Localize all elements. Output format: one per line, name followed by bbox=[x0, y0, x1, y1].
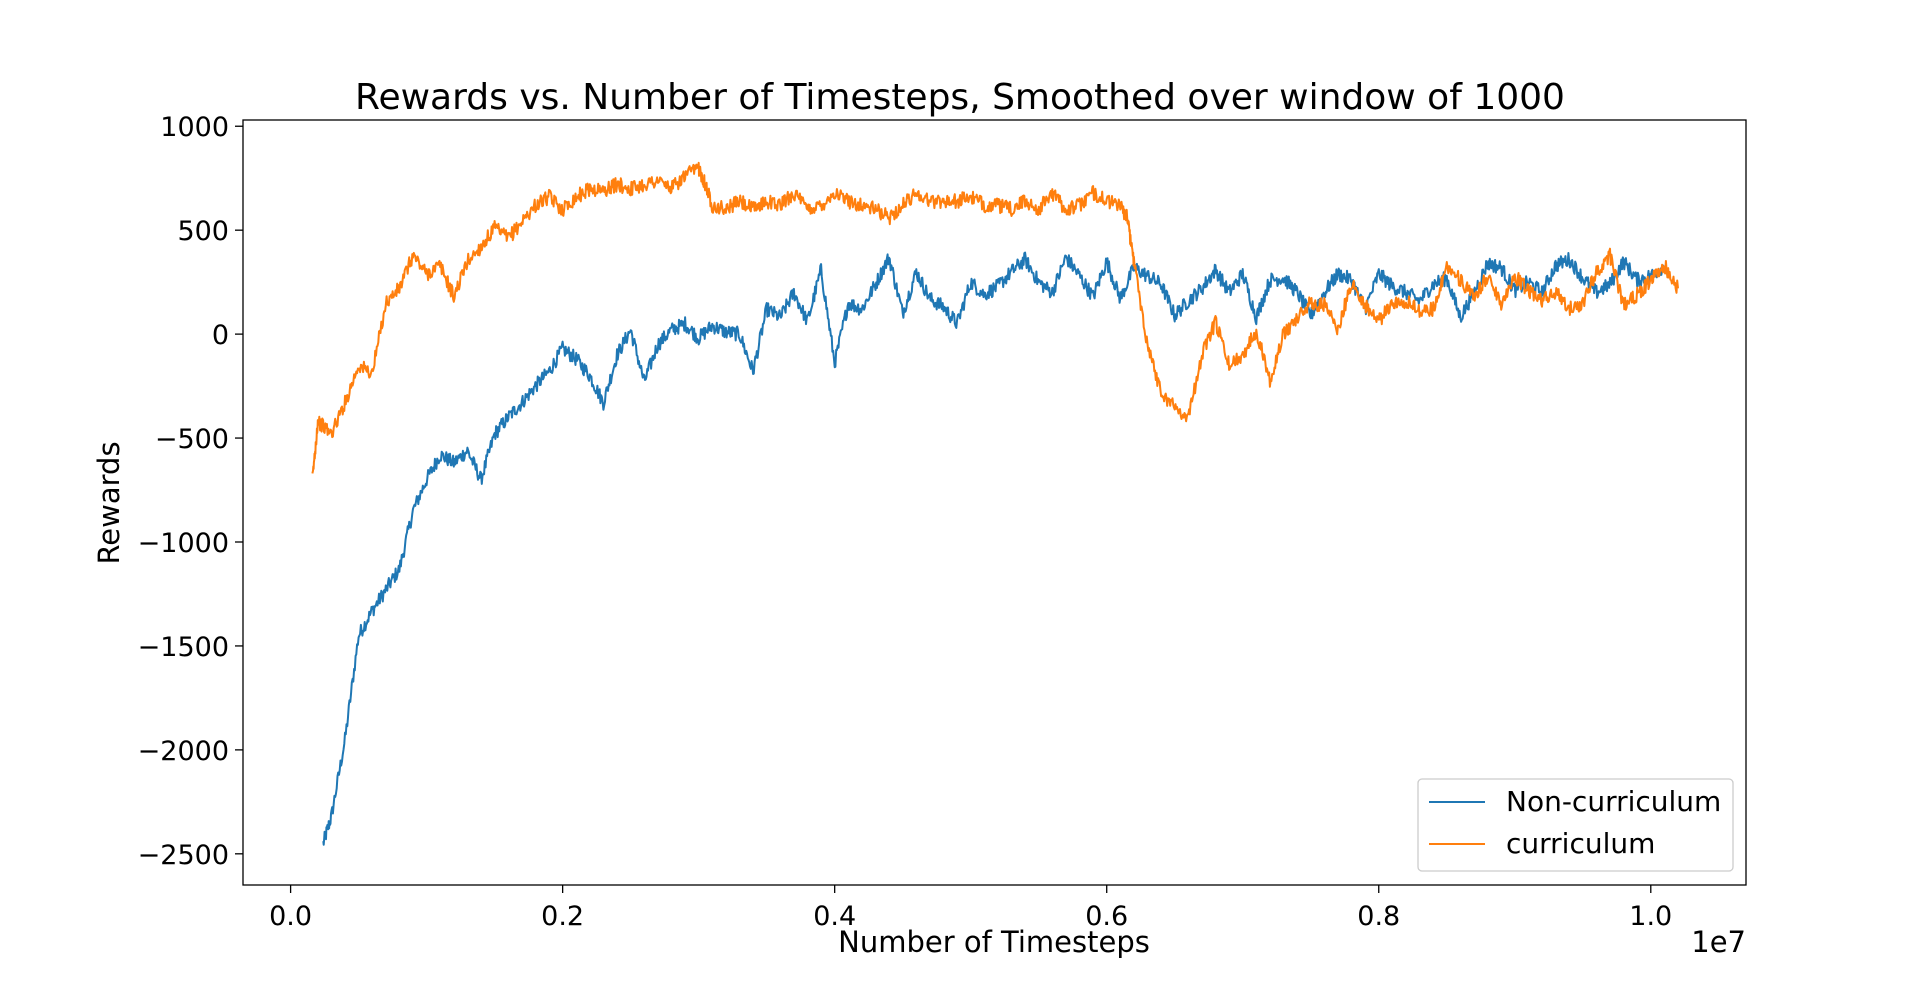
y-tick-label: −500 bbox=[155, 424, 229, 455]
y-tick-label: −2000 bbox=[138, 736, 229, 767]
x-tick-label: 0.4 bbox=[813, 901, 856, 932]
legend-label-non-curriculum: Non-curriculum bbox=[1506, 785, 1721, 818]
x-tick-label: 0.6 bbox=[1085, 901, 1128, 932]
plot-area-frame bbox=[242, 119, 1747, 886]
x-tick-label: 0.0 bbox=[269, 901, 312, 932]
legend-box bbox=[1417, 778, 1734, 872]
legend: Non-curriculum curriculum bbox=[1417, 778, 1734, 872]
y-tick-label: −2500 bbox=[138, 840, 229, 871]
y-tick-label: −1500 bbox=[138, 632, 229, 663]
y-tick-label: −1000 bbox=[138, 528, 229, 559]
y-axis-label: Rewards bbox=[92, 441, 126, 564]
chart-title: Rewards vs. Number of Timesteps, Smoothe… bbox=[355, 77, 1565, 118]
legend-label-curriculum: curriculum bbox=[1506, 827, 1655, 860]
y-tick-label: 500 bbox=[177, 216, 229, 247]
x-axis: 0.0 0.2 0.4 0.6 0.8 1.0 bbox=[269, 885, 1672, 932]
x-tick-label: 1.0 bbox=[1629, 901, 1672, 932]
x-tick-label: 0.8 bbox=[1357, 901, 1400, 932]
series-line-non-curriculum bbox=[322, 251, 1666, 846]
series-layer bbox=[311, 161, 1679, 846]
y-tick-label: 0 bbox=[212, 320, 229, 351]
y-axis: 1000 500 0 −500 −1000 −1500 −2000 −2500 bbox=[138, 112, 243, 871]
x-axis-label: Number of Timesteps bbox=[838, 925, 1150, 959]
y-tick-label: 1000 bbox=[160, 112, 229, 143]
x-axis-offset-label: 1e7 bbox=[1691, 925, 1746, 959]
x-tick-label: 0.2 bbox=[541, 901, 584, 932]
series-line-curriculum bbox=[311, 161, 1679, 474]
